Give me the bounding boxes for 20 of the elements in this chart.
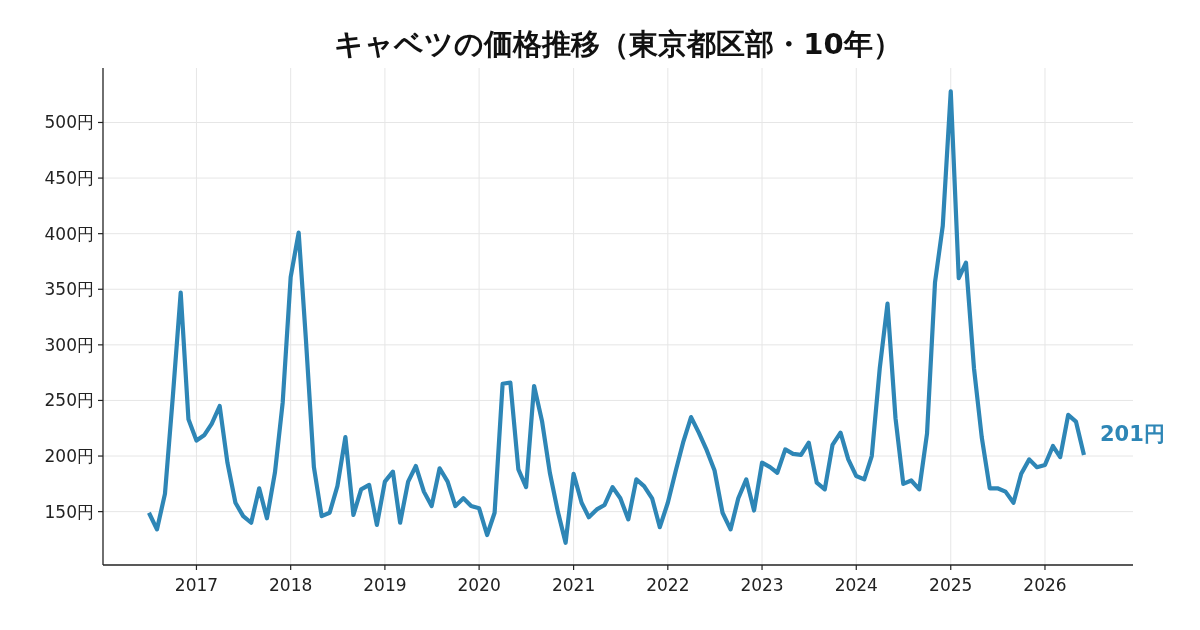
ytick-label: 450円 [44, 168, 94, 189]
ytick-label: 150円 [44, 501, 94, 522]
xtick-label: 2017 [174, 575, 219, 595]
ytick-label: 300円 [44, 334, 94, 355]
xtick-label: 2023 [740, 575, 784, 595]
xtick-label: 2022 [646, 575, 690, 595]
xtick-label: 2019 [363, 575, 407, 595]
annotation: 201円 [1099, 421, 1165, 446]
xtick-label: 2026 [1023, 575, 1067, 595]
title: キャベツの価格推移（東京都区部・10年） [334, 27, 902, 61]
xtick-label: 2020 [457, 575, 501, 595]
xtick-label: 2018 [269, 575, 313, 595]
ytick-label: 350円 [44, 279, 94, 300]
ytick-label: 500円 [44, 112, 94, 133]
ytick-label: 400円 [44, 223, 94, 244]
ytick-label: 250円 [44, 390, 94, 411]
ytick-label: 200円 [44, 446, 94, 467]
xtick-label: 2021 [551, 575, 596, 595]
xtick-label: 2025 [929, 575, 973, 595]
xtick-label: 2024 [834, 575, 878, 595]
